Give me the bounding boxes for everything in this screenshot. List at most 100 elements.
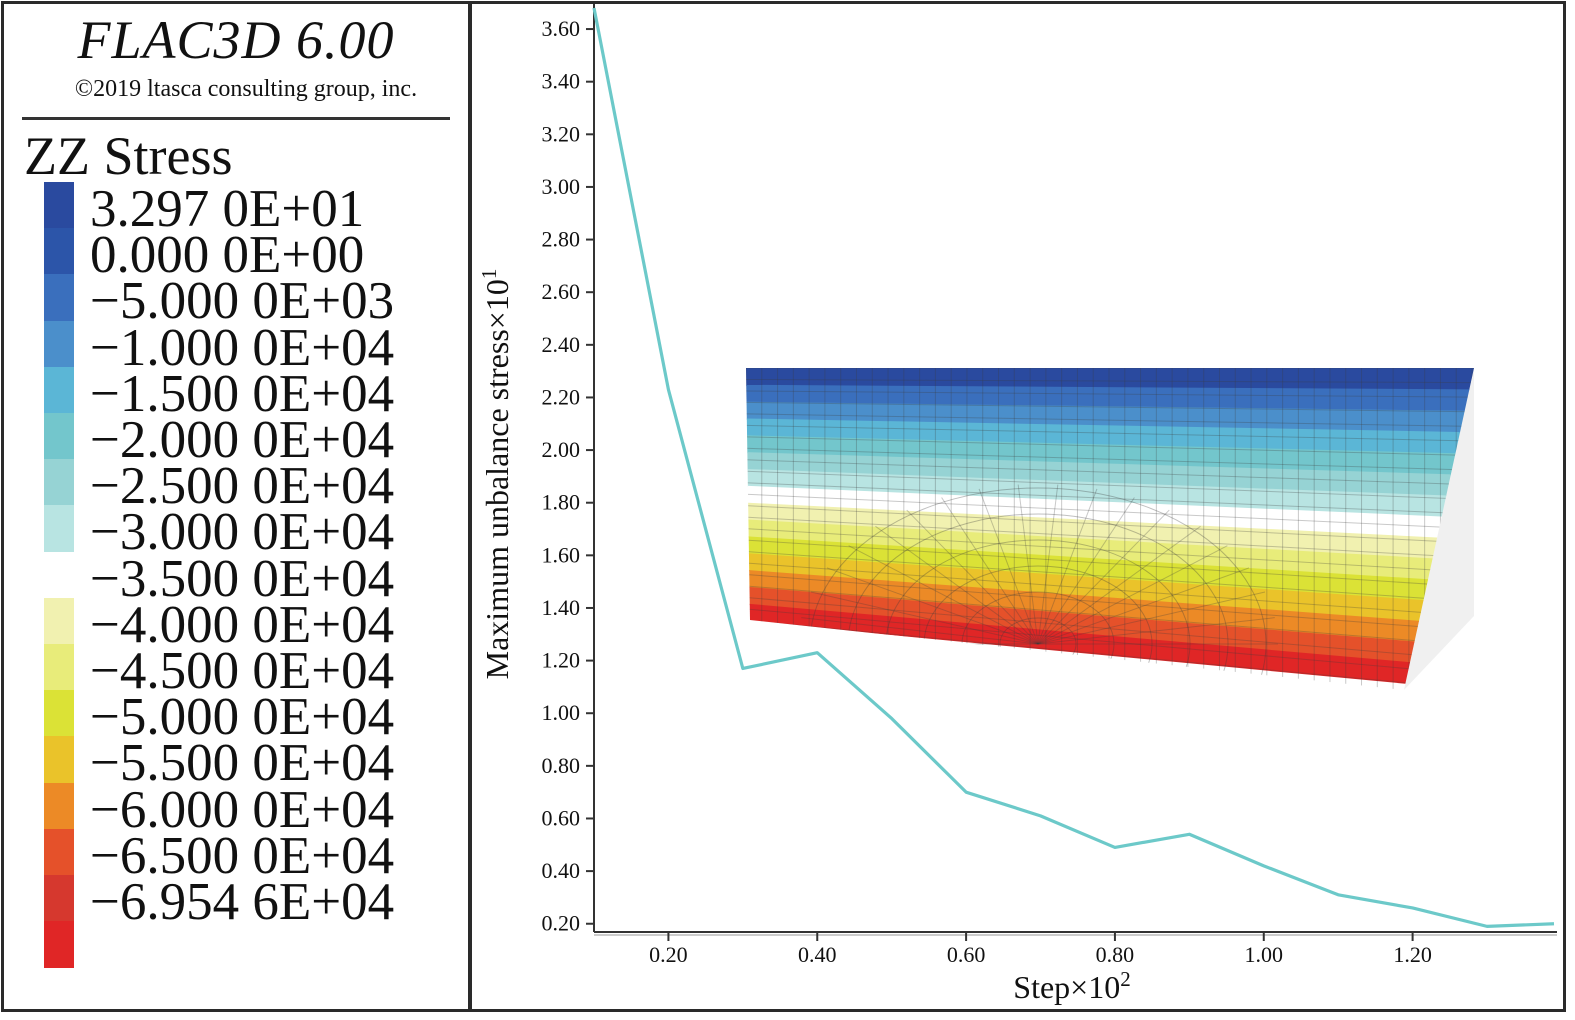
chart-area: 0.20 0.40 0.60 0.80 1.00 1.20 1.40 1.60 1.80 2.00… xyxy=(477,4,1557,1005)
y-tick-label: 1.20 xyxy=(542,648,581,673)
model-band xyxy=(746,452,1474,498)
legend-swatch xyxy=(44,828,74,876)
legend-label: −5.000 0E+03 xyxy=(90,272,395,331)
y-tick-label: 3.60 xyxy=(542,16,581,41)
axis-labels: Step×102 Maximum unbalance stress×101 xyxy=(477,269,1131,1005)
y-tick-label: 2.40 xyxy=(542,332,581,357)
model-band xyxy=(746,586,1474,670)
x-tick-label: 1.20 xyxy=(1393,942,1432,967)
copyright-text: ©2019 ltasca consulting group, inc. xyxy=(74,76,418,102)
model-band xyxy=(746,485,1474,541)
mesh-line xyxy=(1037,509,1170,645)
mesh-line xyxy=(801,617,1039,645)
mesh-line xyxy=(746,596,1474,662)
y-tick-label: 2.60 xyxy=(542,279,581,304)
mesh-line xyxy=(1017,484,1039,645)
y-tick-label: 2.80 xyxy=(542,227,581,252)
model-band xyxy=(746,401,1474,434)
mesh-line xyxy=(978,488,1039,645)
y-tick-label: 0.80 xyxy=(542,753,581,778)
legend-swatch xyxy=(44,228,74,275)
y-tick-label: 3.00 xyxy=(542,174,581,199)
y-tick-label: 0.40 xyxy=(542,858,581,883)
legend-swatch xyxy=(44,690,74,737)
legend-swatch xyxy=(44,505,74,553)
mesh-line xyxy=(746,436,1474,457)
x-tick-label: 0.80 xyxy=(1096,942,1135,967)
legend-swatch xyxy=(44,644,74,691)
model-band xyxy=(746,435,1474,477)
model-band xyxy=(746,603,1474,690)
legend-swatch xyxy=(44,736,74,784)
mesh-line xyxy=(1037,497,1135,645)
x-axis-label: Step×102 xyxy=(1013,967,1130,1005)
model-band xyxy=(746,418,1474,455)
mesh-line xyxy=(746,619,1474,690)
model-block-inset xyxy=(746,368,1474,690)
panel-divider xyxy=(468,1,472,1012)
legend-swatch xyxy=(44,320,74,368)
legend-swatch xyxy=(44,921,74,968)
model-band xyxy=(746,502,1474,563)
mesh-line xyxy=(746,401,1474,413)
legend-swatch xyxy=(44,366,74,414)
model-band xyxy=(746,468,1474,520)
mesh-line xyxy=(1037,591,1266,645)
mesh-line xyxy=(746,539,1474,589)
mesh-line xyxy=(1037,525,1201,645)
x-tick-label: 0.20 xyxy=(649,942,688,967)
mesh-line xyxy=(746,424,1474,442)
legend-swatch xyxy=(44,875,74,922)
legend-label: −1.000 0E+04 xyxy=(90,318,395,377)
mesh-line xyxy=(746,573,1474,632)
legend-label: 0.000 0E+00 xyxy=(90,226,365,285)
legend-label: −3.000 0E+04 xyxy=(90,503,395,562)
mesh-line xyxy=(746,550,1474,603)
legend-swatch xyxy=(44,274,74,322)
model-side-face xyxy=(1404,368,1474,690)
mesh-line xyxy=(746,413,1474,428)
mesh-line xyxy=(810,591,1039,645)
legend-panel: FLAC3D 6.00 ©2019 ltasca consulting grou… xyxy=(4,4,468,1009)
series-layer xyxy=(592,7,1555,928)
legend-label: −6.954 6E+04 xyxy=(90,873,395,931)
mesh-line xyxy=(746,516,1474,559)
legend-swatch xyxy=(44,459,74,506)
mesh-line xyxy=(746,608,1474,676)
mesh-line xyxy=(746,482,1474,515)
legend-label: −2.500 0E+04 xyxy=(90,457,395,516)
mesh-line xyxy=(746,493,1474,530)
model-band xyxy=(746,552,1474,627)
mesh-line xyxy=(941,497,1039,645)
mesh-line xyxy=(875,525,1039,645)
legend-label: −3.500 0E+04 xyxy=(90,549,395,608)
legend-label: −1.500 0E+04 xyxy=(90,364,395,423)
series-line xyxy=(592,7,1555,928)
legend-title: ZZ Stress xyxy=(24,126,233,186)
model-band xyxy=(746,519,1474,584)
mesh-line xyxy=(746,562,1474,618)
legend-swatch xyxy=(44,597,74,645)
y-tick-label: 3.20 xyxy=(542,121,581,146)
y-tick-label: 1.60 xyxy=(542,542,581,567)
model-band xyxy=(746,536,1474,606)
y-tick-label: 2.00 xyxy=(542,437,581,462)
y-tick-label: 1.80 xyxy=(542,490,581,515)
y-tick-label: 0.60 xyxy=(542,805,581,830)
mesh-line xyxy=(1037,617,1275,645)
legend-swatch xyxy=(44,782,74,830)
legend-label: −4.000 0E+04 xyxy=(90,595,395,654)
mesh-line xyxy=(1037,488,1098,645)
mesh-line xyxy=(826,567,1039,645)
y-axis-label: Maximum unbalance stress×101 xyxy=(477,269,515,680)
legend-label: −4.500 0E+04 xyxy=(90,642,395,700)
mesh-line xyxy=(746,459,1474,486)
y-tick-label: 0.20 xyxy=(542,911,581,936)
model-front-face xyxy=(746,368,1474,690)
title-separator xyxy=(22,117,450,120)
y-tick-label: 1.00 xyxy=(542,700,581,725)
model-band xyxy=(746,384,1474,412)
mesh-line xyxy=(1037,545,1228,645)
model-band xyxy=(746,569,1474,649)
y-tick-label: 2.20 xyxy=(542,384,581,409)
